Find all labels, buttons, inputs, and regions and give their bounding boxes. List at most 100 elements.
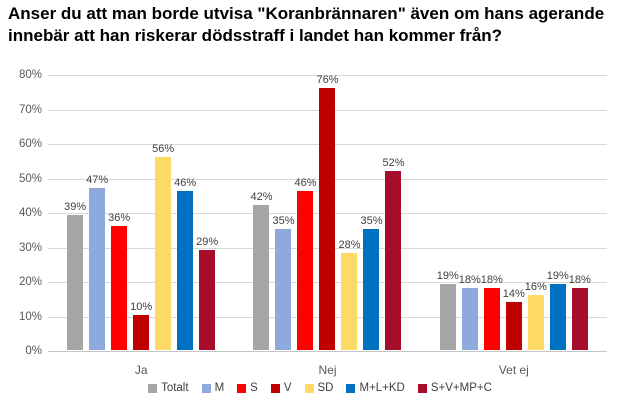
bar-m-l-kd-vet-ej (549, 284, 566, 350)
legend-swatch (237, 383, 247, 393)
bar-v-vet-ej (505, 302, 522, 350)
bar-m-l-kd-ja (177, 191, 194, 350)
legend-swatch (304, 383, 314, 393)
bar-value-label: 35% (272, 215, 295, 227)
bar-slot: 46% (294, 177, 317, 350)
bar-s-vet-ej (483, 288, 500, 350)
legend-label: M (214, 382, 225, 394)
bar-slot: 56% (152, 143, 174, 350)
bar-totalt-nej (253, 205, 270, 350)
x-axis-category-label: Vet ej (498, 363, 529, 377)
bar-v-nej (319, 88, 336, 350)
plot-area: 0% 10% 20% 30% 40% 50% 60% 70% 80% 39% 47% 36% 10% 56… (19, 69, 607, 377)
bar-slot: 16% (525, 281, 547, 350)
bar-slot: 10% (130, 301, 152, 350)
chart-title: Anser du att man borde utvisa "Koranbrän… (8, 4, 605, 45)
bar-slot: 52% (382, 157, 405, 350)
bar-m-vet-ej (461, 288, 478, 350)
bar-totalt-ja (67, 215, 84, 350)
legend-swatch (148, 383, 158, 393)
bar-value-label: 10% (130, 301, 153, 313)
legend-item-sd: SD (304, 382, 334, 394)
bar-slot: 76% (316, 74, 339, 350)
bar-slot: 18% (481, 274, 503, 350)
bar-value-label: 56% (152, 143, 175, 155)
bar-s-v-mp-c-ja (199, 250, 216, 350)
bar-slot: 19% (547, 270, 569, 350)
legend-swatch (417, 383, 427, 393)
y-axis-tick-label: 0% (25, 345, 42, 357)
bar-sd-vet-ej (527, 295, 544, 350)
y-axis-tick-label: 10% (18, 311, 42, 323)
legend-swatch (346, 383, 356, 393)
legend-item-v: V (270, 382, 292, 394)
legend-label: SD (317, 382, 334, 394)
bar-value-label: 16% (524, 281, 547, 293)
legend-item-m: M (201, 382, 225, 394)
bar-value-label: 46% (294, 177, 317, 189)
legend-label: S+V+MP+C (430, 382, 492, 394)
bar-value-label: 35% (360, 215, 383, 227)
bar-value-label: 18% (480, 274, 503, 286)
x-axis-line (48, 351, 607, 352)
bar-slot: 18% (569, 274, 591, 350)
bar-m-l-kd-nej (363, 229, 380, 350)
bar-group-nej: 42% 35% 46% 76% 28% 35% 52% (234, 74, 420, 350)
legend-label: M+L+KD (359, 382, 405, 394)
x-axis-category-label: Nej (318, 363, 337, 377)
bar-value-label: 76% (316, 74, 339, 86)
bar-slot: 28% (338, 239, 361, 350)
bar-value-label: 39% (64, 201, 87, 213)
legend: Totalt M S V SD M+L+KD S+V+MP+C (0, 382, 640, 394)
bar-slot: 46% (174, 177, 196, 350)
bar-totalt-vet-ej (439, 284, 456, 350)
bar-slot: 35% (272, 215, 295, 350)
bar-slot: 18% (459, 274, 481, 350)
bar-s-ja (111, 226, 128, 350)
bar-group-ja: 39% 47% 36% 10% 56% 46% 29% (48, 74, 234, 350)
bar-value-label: 47% (86, 174, 109, 186)
bar-value-label: 29% (196, 236, 219, 248)
y-axis-tick-label: 60% (18, 138, 42, 150)
bar-value-label: 18% (568, 274, 591, 286)
legend-item-s-v-mp-c: S+V+MP+C (417, 382, 492, 394)
bar-slot: 36% (108, 212, 130, 350)
bar-slot: 19% (437, 270, 459, 350)
bar-slot: 42% (250, 191, 273, 350)
gridline (48, 75, 607, 76)
bar-value-label: 14% (502, 288, 525, 300)
y-axis-tick-label: 30% (18, 242, 42, 254)
bar-m-nej (275, 229, 292, 350)
bar-s-v-mp-c-vet-ej (571, 288, 588, 350)
bar-value-label: 42% (250, 191, 273, 203)
legend-item-s: S (237, 382, 258, 394)
bar-sd-ja (155, 157, 172, 350)
bar-sd-nej (341, 253, 358, 350)
bar-group-vet-ej: 19% 18% 18% 14% 16% 19% 18% (421, 74, 607, 350)
bar-value-label: 18% (458, 274, 481, 286)
bar-value-label: 28% (338, 239, 361, 251)
bar-value-label: 36% (108, 212, 131, 224)
bar-v-ja (133, 315, 150, 350)
bar-slot: 47% (86, 174, 108, 350)
legend-label: Totalt (161, 382, 189, 394)
legend-swatch (201, 383, 211, 393)
bar-s-v-mp-c-nej (385, 171, 402, 350)
bar-slot: 14% (503, 288, 525, 350)
bar-m-ja (89, 188, 106, 350)
bar-value-label: 19% (436, 270, 459, 282)
y-axis-tick-label: 40% (18, 207, 42, 219)
y-axis-tick-label: 70% (18, 104, 42, 116)
x-axis-category-label: Ja (134, 363, 148, 377)
legend-label: V (283, 382, 292, 394)
bar-slot: 29% (196, 236, 218, 350)
legend-swatch (270, 383, 280, 393)
legend-item-totalt: Totalt (148, 382, 189, 394)
bar-slot: 39% (64, 201, 86, 350)
bar-value-label: 19% (546, 270, 569, 282)
bar-s-nej (297, 191, 314, 350)
legend-item-m-l-kd: M+L+KD (346, 382, 405, 394)
bar-value-label: 46% (174, 177, 197, 189)
bar-slot: 35% (360, 215, 383, 350)
